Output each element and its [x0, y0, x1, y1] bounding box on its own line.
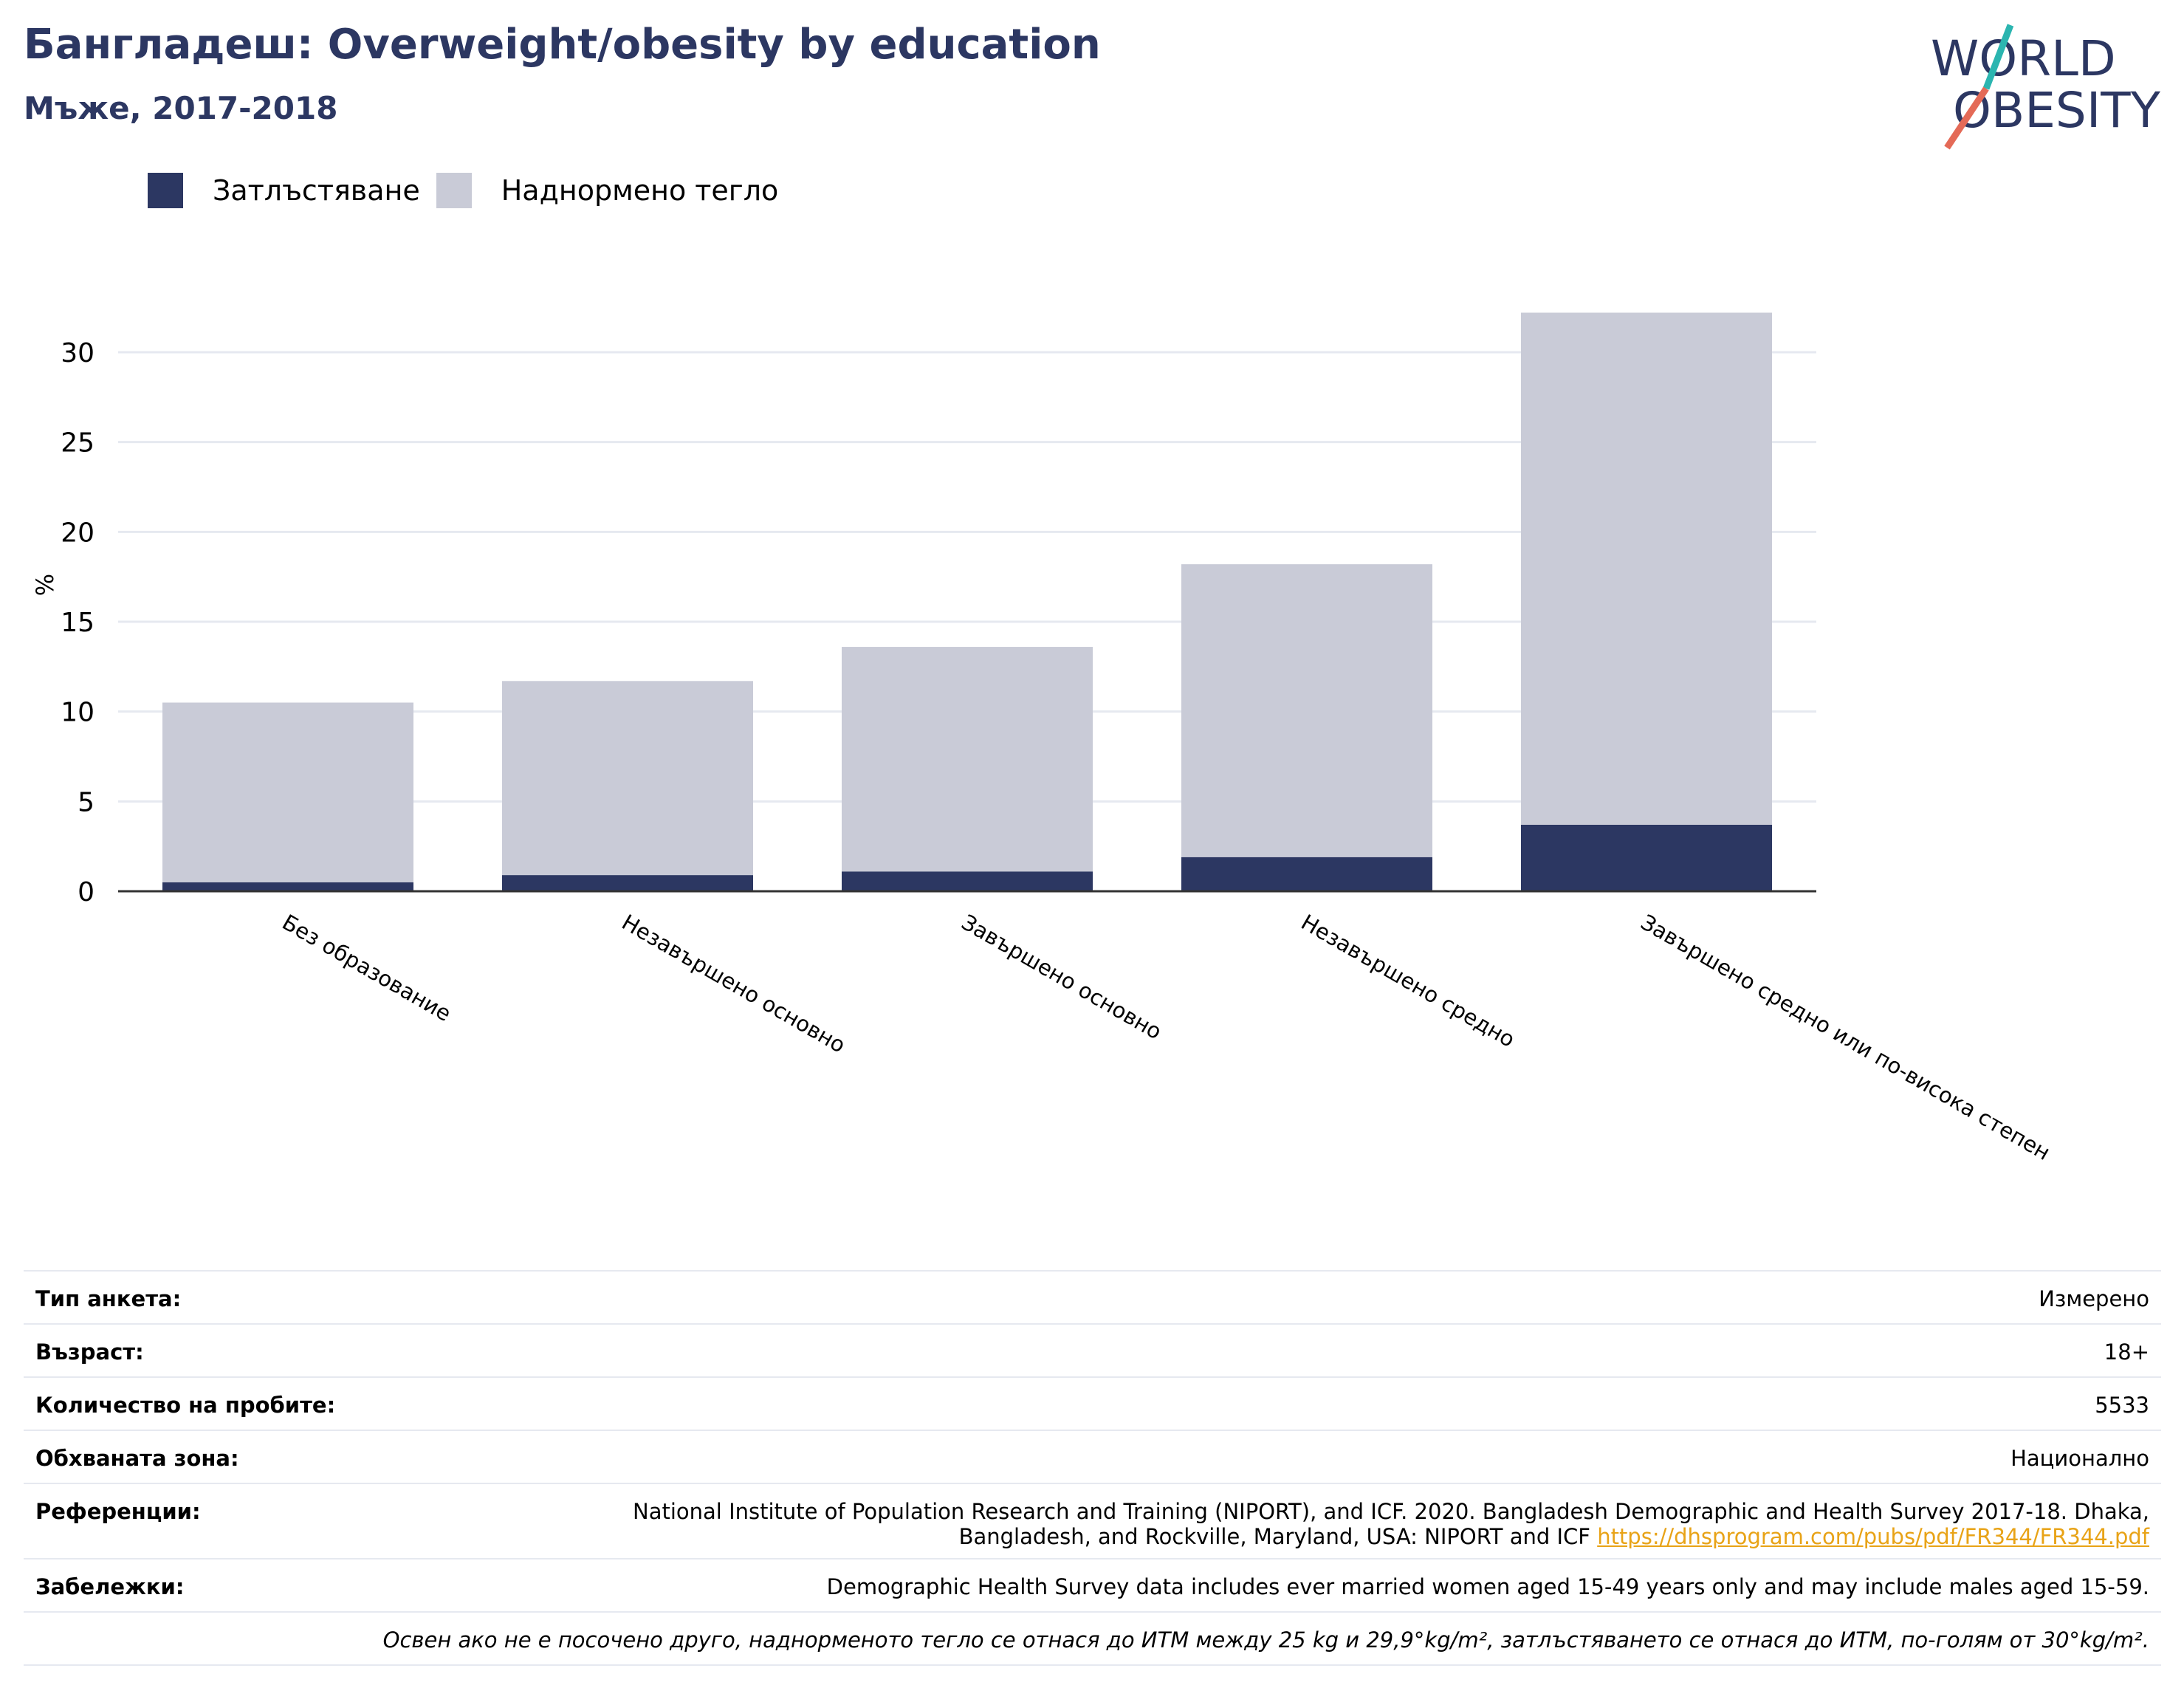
info-row-footnote: Освен ако не е посочено друго, наднормен…	[24, 1611, 2161, 1666]
info-value: Demographic Health Survey data includes …	[826, 1574, 2149, 1599]
info-value: 18+	[2104, 1339, 2149, 1365]
references-text: National Institute of Population Researc…	[633, 1499, 2149, 1549]
y-axis-ticks: 0 5 10 15 20 25 30	[61, 338, 95, 907]
bar-overweight	[502, 681, 753, 876]
info-key: Референции:	[35, 1499, 201, 1524]
info-value: 5533	[2095, 1393, 2149, 1418]
world-obesity-logo: WORLD OBESITY	[1931, 24, 2161, 150]
info-row-age: Възраст: 18+	[24, 1323, 2161, 1376]
x-tick-label: Завършено основно	[958, 910, 1167, 1045]
info-value: Национално	[2010, 1446, 2149, 1471]
info-key: Тип анкета:	[35, 1286, 182, 1311]
y-tick-label: 10	[61, 698, 95, 728]
info-key: Възраст:	[35, 1339, 144, 1365]
chart-bars	[162, 312, 1772, 891]
chart-legend: Затлъстяване Наднормено тегло	[148, 171, 794, 210]
y-tick-label: 20	[61, 518, 95, 548]
bar-obesity	[162, 882, 413, 891]
legend-label-obesity: Затлъстяване	[213, 174, 420, 207]
x-tick-label: Без образование	[278, 910, 456, 1026]
bar-overweight	[1181, 564, 1432, 857]
x-tick-label: Незавършено средно	[1297, 910, 1519, 1052]
info-row-notes: Забележки: Demographic Health Survey dat…	[24, 1558, 2161, 1611]
y-tick-label: 30	[61, 338, 95, 368]
y-tick-label: 5	[78, 787, 95, 817]
logo-coral-stroke	[1944, 86, 1989, 150]
logo-line1: WORLD	[1931, 30, 2116, 87]
x-tick-label: Завършено средно или по-висока степен	[1637, 910, 2055, 1165]
bar-overweight	[162, 702, 413, 882]
footnote-text: Освен ако не е посочено друго, наднормен…	[382, 1627, 2149, 1653]
info-row-area: Обхваната зона: Национално	[24, 1430, 2161, 1483]
bar-overweight	[842, 647, 1093, 872]
info-row-sample-size: Количество на пробите: 5533	[24, 1376, 2161, 1430]
info-table: Тип анкета: Измерено Възраст: 18+ Количе…	[24, 1270, 2161, 1666]
info-key: Забележки:	[35, 1574, 185, 1599]
legend-swatch-overweight	[436, 173, 472, 208]
y-axis-label: %	[31, 574, 59, 596]
bar-chart: 0 5 10 15 20 25 30 Без образование Незавършено …	[31, 312, 2055, 1165]
references-link[interactable]: https://dhsprogram.com/pubs/pdf/FR344/FR…	[1597, 1524, 2149, 1549]
legend-swatch-obesity	[148, 173, 183, 208]
info-value: Измерено	[2039, 1286, 2149, 1311]
legend-label-overweight: Наднормено тегло	[501, 174, 779, 207]
info-row-references: Референции: National Institute of Popula…	[24, 1483, 2161, 1558]
chart-title: Бангладеш: Overweight/obesity by educati…	[24, 21, 1101, 69]
y-tick-label: 25	[61, 428, 95, 459]
bar-obesity	[1181, 857, 1432, 891]
info-row-survey-type: Тип анкета: Измерено	[24, 1270, 2161, 1323]
y-tick-label: 0	[78, 877, 95, 907]
x-tick-label: Незавършено основно	[618, 910, 850, 1058]
logo-teal-stroke	[1982, 24, 2014, 90]
references-line1: National Institute of Population Researc…	[633, 1499, 2149, 1524]
y-tick-label: 15	[61, 608, 95, 638]
x-axis-labels: Без образование Незавършено основно Завърш…	[278, 910, 2055, 1165]
chart-subtitle: Мъже, 2017-2018	[24, 90, 338, 126]
info-key: Обхваната зона:	[35, 1446, 239, 1471]
bar-overweight	[1521, 312, 1772, 825]
references-line2: Bangladesh, and Rockville, Maryland, USA…	[958, 1524, 1590, 1549]
bar-obesity	[502, 875, 753, 891]
bar-obesity	[842, 871, 1093, 891]
bar-obesity	[1521, 824, 1772, 891]
info-key: Количество на пробите:	[35, 1393, 336, 1418]
